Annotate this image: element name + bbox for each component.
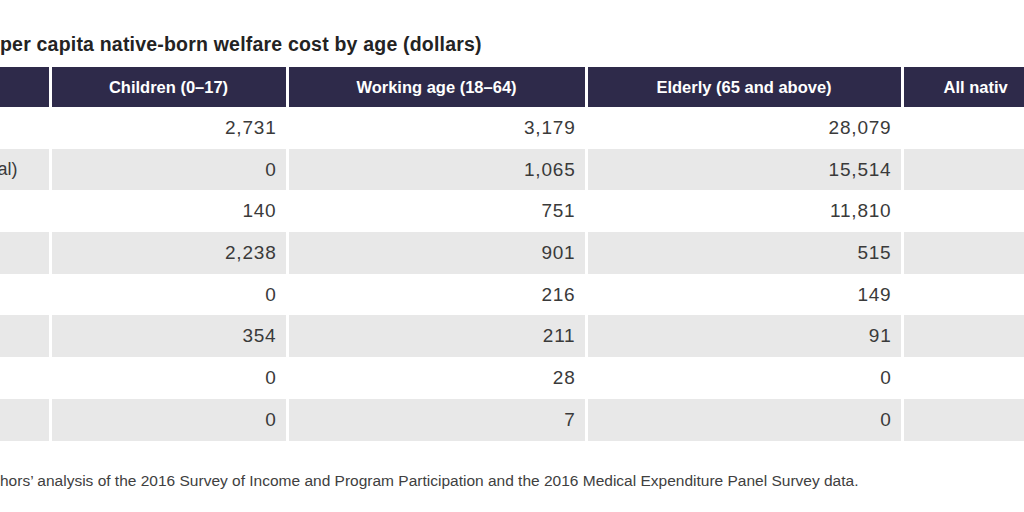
cell-children: 0 <box>52 357 286 399</box>
table-header-row: Children (0–17) Working age (18–64) Elde… <box>0 67 1024 107</box>
cell-working-age: 3,179 <box>289 107 585 149</box>
table-row: 2,731 3,179 28,079 <box>0 107 1024 149</box>
cell-children: 2,238 <box>52 232 286 274</box>
row-label <box>0 190 49 232</box>
cell-all-native <box>904 232 1024 274</box>
row-label <box>0 357 49 399</box>
cell-all-native <box>904 399 1024 441</box>
table-row: 354 211 91 <box>0 315 1024 357</box>
cell-elderly: 0 <box>588 399 901 441</box>
cell-elderly: 28,079 <box>588 107 901 149</box>
cell-all-native <box>904 107 1024 149</box>
row-label <box>0 274 49 316</box>
table-row: 2,238 901 515 <box>0 232 1024 274</box>
cell-working-age: 216 <box>289 274 585 316</box>
row-label <box>0 315 49 357</box>
cell-all-native <box>904 357 1024 399</box>
header-working-age: Working age (18–64) <box>289 67 585 107</box>
row-label <box>0 107 49 149</box>
row-label <box>0 232 49 274</box>
header-all-native-born: All nativ <box>904 67 1024 107</box>
cell-working-age: 901 <box>289 232 585 274</box>
header-row-label-column <box>0 67 49 107</box>
cell-all-native <box>904 149 1024 191</box>
cell-children: 0 <box>52 149 286 191</box>
table-row: 140 751 11,810 <box>0 190 1024 232</box>
cell-working-age: 211 <box>289 315 585 357</box>
cell-elderly: 0 <box>588 357 901 399</box>
table-title: per capita native-born welfare cost by a… <box>0 33 482 56</box>
header-elderly: Elderly (65 and above) <box>588 67 901 107</box>
cell-children: 140 <box>52 190 286 232</box>
cell-elderly: 15,514 <box>588 149 901 191</box>
cell-all-native <box>904 190 1024 232</box>
cell-all-native <box>904 315 1024 357</box>
cell-working-age: 7 <box>289 399 585 441</box>
row-label: al) <box>0 149 49 191</box>
table-row: 0 216 149 <box>0 274 1024 316</box>
cell-children: 354 <box>52 315 286 357</box>
cell-elderly: 91 <box>588 315 901 357</box>
cell-elderly: 11,810 <box>588 190 901 232</box>
row-label <box>0 399 49 441</box>
cell-children: 0 <box>52 274 286 316</box>
cell-elderly: 515 <box>588 232 901 274</box>
table-row: 0 7 0 <box>0 399 1024 441</box>
cell-working-age: 751 <box>289 190 585 232</box>
table-row: 0 28 0 <box>0 357 1024 399</box>
cell-children: 2,731 <box>52 107 286 149</box>
cell-all-native <box>904 274 1024 316</box>
cell-children: 0 <box>52 399 286 441</box>
cell-working-age: 1,065 <box>289 149 585 191</box>
cell-working-age: 28 <box>289 357 585 399</box>
welfare-cost-table: Children (0–17) Working age (18–64) Elde… <box>0 67 1024 441</box>
source-note: hors’ analysis of the 2016 Survey of Inc… <box>0 472 858 490</box>
header-children: Children (0–17) <box>52 67 286 107</box>
cell-elderly: 149 <box>588 274 901 316</box>
table-row: al) 0 1,065 15,514 <box>0 149 1024 191</box>
